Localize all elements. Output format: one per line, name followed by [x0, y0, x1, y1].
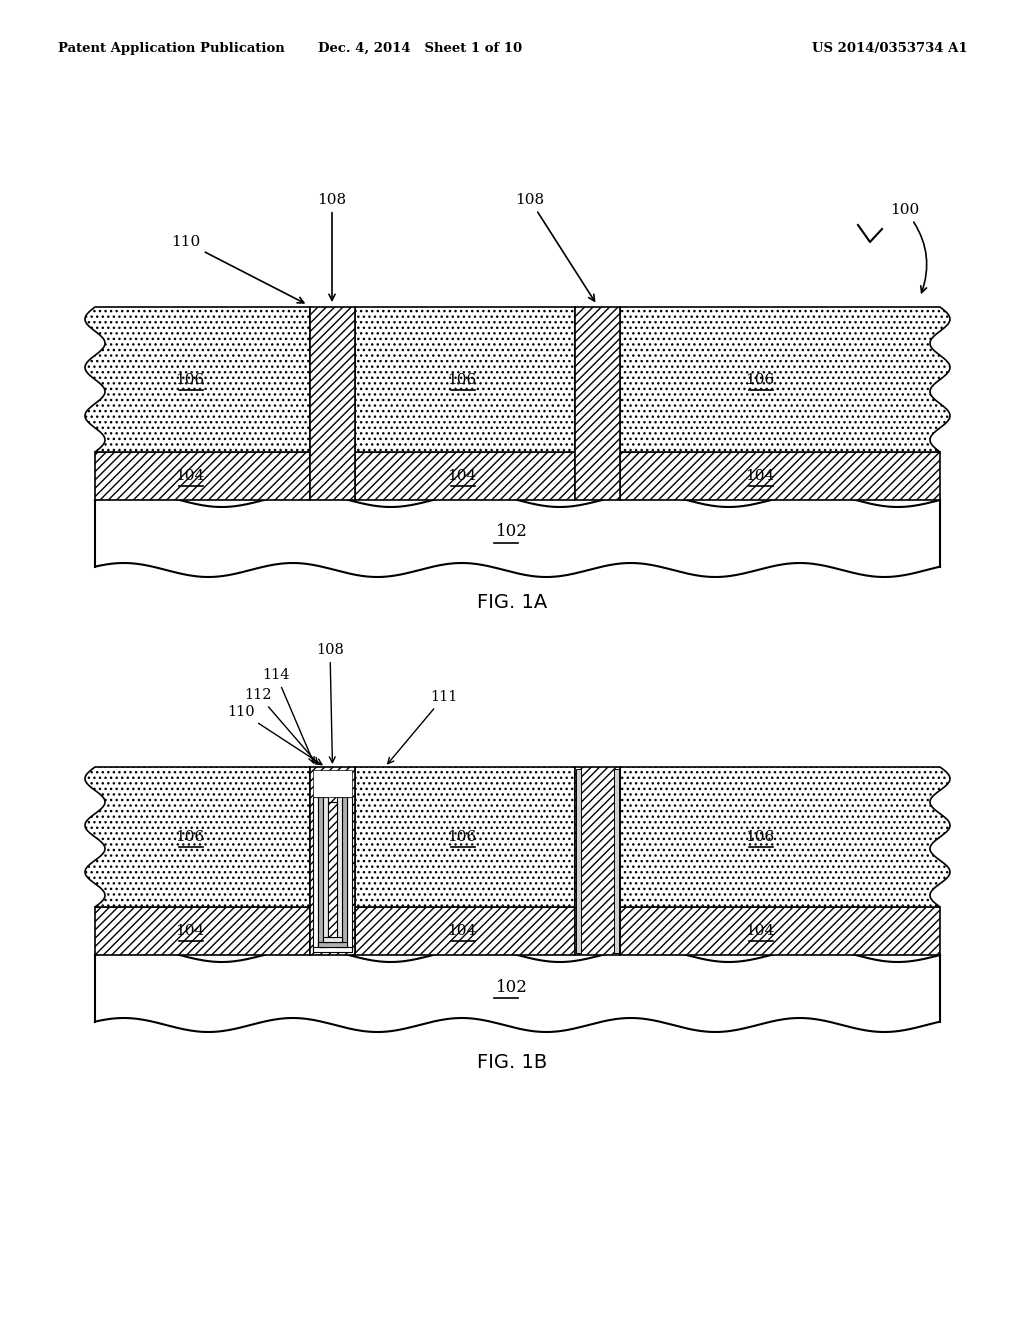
Bar [614, 770, 618, 953]
Bar [575, 770, 581, 953]
Bar [323, 797, 328, 942]
Bar [355, 308, 575, 451]
Text: 102: 102 [496, 524, 528, 540]
Text: 100: 100 [890, 203, 927, 293]
Text: 112: 112 [245, 688, 317, 764]
Text: 106: 106 [175, 830, 205, 843]
Text: 106: 106 [175, 372, 205, 387]
Bar [337, 797, 342, 942]
Text: US 2014/0353734 A1: US 2014/0353734 A1 [812, 42, 968, 55]
Bar [620, 451, 940, 500]
Text: FIG. 1B: FIG. 1B [477, 1052, 547, 1072]
Text: 114: 114 [262, 668, 314, 763]
Bar [342, 797, 347, 946]
Text: 108: 108 [316, 643, 344, 763]
Bar [355, 767, 575, 907]
Text: 106: 106 [447, 372, 476, 387]
Bar [313, 770, 352, 797]
Text: 104: 104 [447, 924, 476, 939]
Bar [355, 451, 575, 500]
Text: 104: 104 [175, 469, 205, 483]
Bar [310, 308, 355, 500]
Text: FIG. 1A: FIG. 1A [477, 593, 547, 611]
Text: 111: 111 [388, 690, 458, 764]
Bar [95, 451, 310, 500]
Bar [310, 767, 355, 954]
Text: 108: 108 [515, 193, 595, 301]
Polygon shape [620, 308, 950, 451]
Polygon shape [620, 767, 950, 907]
Text: 104: 104 [745, 469, 774, 483]
Bar [313, 946, 352, 952]
Bar [313, 797, 318, 952]
Bar [355, 907, 575, 954]
Text: 106: 106 [745, 372, 774, 387]
Bar [323, 937, 342, 942]
Text: 104: 104 [175, 924, 205, 939]
Bar [620, 907, 940, 954]
Bar [328, 803, 337, 937]
Text: 110: 110 [227, 705, 322, 764]
Text: 102: 102 [496, 978, 528, 995]
Text: 104: 104 [745, 924, 774, 939]
Bar [318, 942, 347, 946]
Text: Dec. 4, 2014   Sheet 1 of 10: Dec. 4, 2014 Sheet 1 of 10 [317, 42, 522, 55]
Text: 106: 106 [447, 830, 476, 843]
Text: 106: 106 [745, 830, 774, 843]
Bar [575, 308, 620, 500]
Bar [575, 767, 620, 954]
Bar [347, 797, 352, 952]
Bar [95, 907, 310, 954]
Text: 110: 110 [171, 235, 304, 302]
Text: 104: 104 [447, 469, 476, 483]
Bar [318, 797, 323, 946]
Text: 108: 108 [317, 193, 346, 301]
Text: Patent Application Publication: Patent Application Publication [58, 42, 285, 55]
Polygon shape [85, 767, 310, 907]
Polygon shape [85, 308, 310, 451]
